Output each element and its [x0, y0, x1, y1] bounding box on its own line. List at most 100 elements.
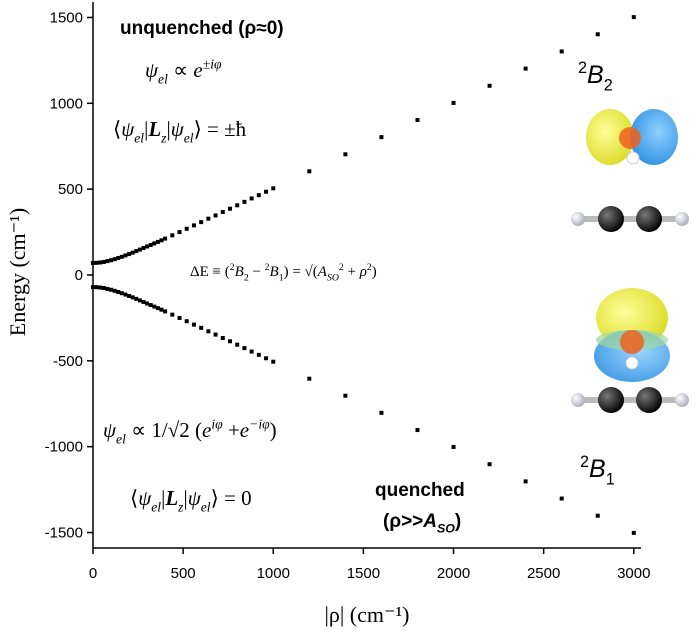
annotation-part: 2 [578, 59, 587, 77]
data-point [145, 244, 150, 249]
data-point [249, 349, 254, 354]
annotation: unquenched (ρ≈0) [120, 18, 284, 39]
annotation-part: 2 [339, 262, 344, 273]
annotation-part: | [144, 117, 148, 141]
annotation-part: el [158, 71, 168, 86]
annotation-part: e [193, 58, 202, 82]
data-point [451, 100, 456, 105]
data-point [451, 445, 456, 450]
data-point [379, 410, 384, 415]
annotation-part: ) [270, 418, 277, 442]
annotation-part: 1 [279, 273, 284, 284]
data-point [101, 286, 106, 291]
data-point [228, 339, 232, 344]
data-point [123, 253, 128, 258]
annotation: (ρ>>ASO) [383, 511, 461, 536]
annotation-part: B [587, 61, 604, 89]
annotation-part: B [235, 264, 244, 280]
data-point [163, 236, 168, 241]
annotation-part: ) [372, 264, 377, 280]
annotation: ⟨ψel|Lz|ψel⟩ = ±ħ [113, 117, 247, 145]
y-tick-label: 0 [75, 267, 83, 284]
data-point [155, 239, 160, 244]
data-point [130, 295, 135, 300]
data-point [228, 206, 232, 211]
annotation-part: + [223, 418, 240, 442]
annotation: ψel ∝ 1/√2 (eiφ +e−iφ) [103, 417, 277, 447]
data-point [184, 226, 189, 231]
data-point [523, 66, 528, 71]
annotation-part: el [116, 431, 126, 446]
annotation-part: B [270, 264, 279, 280]
annotation-part: unquenched (ρ≈0) [120, 18, 284, 39]
data-point [307, 376, 312, 381]
y-tick-label: -1500 [45, 525, 83, 542]
data-point [141, 299, 146, 304]
data-point [170, 233, 175, 238]
data-point [91, 260, 95, 265]
data-point [109, 258, 114, 263]
data-point [271, 186, 276, 191]
x-tick-label: 1500 [347, 565, 380, 582]
data-point [379, 135, 384, 140]
data-point [343, 152, 348, 157]
data-point [127, 293, 132, 298]
y-axis-label: Energy (cm⁻¹) [5, 208, 30, 336]
y-tick-label: -500 [53, 353, 83, 370]
data-point [191, 322, 196, 327]
annotation-part: | [166, 117, 170, 141]
data-point [264, 189, 269, 194]
data-point [235, 342, 240, 347]
data-point [184, 319, 189, 324]
data-point [559, 49, 564, 54]
data-point [141, 246, 146, 251]
data-point [631, 15, 636, 20]
annotation-part: ψ [171, 117, 185, 141]
annotation-part: 2 [367, 262, 372, 273]
annotation-part: A [317, 264, 328, 280]
data-point [213, 332, 218, 337]
annotation-part: ∝ [168, 58, 194, 82]
data-point [123, 292, 128, 297]
data-point [152, 304, 157, 309]
data-point [94, 285, 99, 290]
annotation-part: B [589, 455, 606, 483]
orbital-b2 [586, 109, 678, 165]
annotation-part: el [151, 499, 161, 514]
annotation-part: ⟨ [113, 117, 121, 141]
annotation-part: 2 [265, 262, 270, 273]
data-point [631, 530, 636, 535]
data-point [159, 307, 164, 312]
data-point [137, 247, 142, 252]
annotation-part: quenched [375, 480, 465, 501]
annotation-part: SO [327, 273, 339, 284]
annotation: quenched [375, 480, 465, 501]
data-point [595, 32, 600, 37]
annotation: 2B1 [580, 453, 615, 489]
annotation-part: z [177, 499, 184, 514]
data-point [155, 306, 160, 311]
annotation-part: ψ [145, 58, 159, 82]
annotation-part: −iφ [249, 417, 270, 432]
annotation-part: ψ [188, 486, 202, 510]
x-axis-label: |ρ| (cm⁻¹) [324, 602, 409, 627]
data-point [163, 309, 168, 314]
annotation-part: | [161, 486, 165, 510]
annotation-part: ρ [359, 264, 367, 280]
annotation-part: + [344, 264, 360, 280]
data-point [145, 301, 150, 306]
molecule-2 [571, 387, 689, 413]
annotation-part: ∝ 1/√2 ( [126, 418, 202, 442]
annotation: ψel ∝ e±iφ [145, 57, 222, 87]
data-point [242, 199, 247, 204]
data-point [134, 249, 139, 254]
data-point [415, 428, 420, 433]
data-point [148, 303, 153, 308]
data-point [112, 257, 117, 262]
data-point [177, 230, 182, 235]
x-tick-label: 2500 [527, 565, 560, 582]
y-tick-label: 1500 [50, 9, 83, 26]
data-point [152, 241, 157, 246]
annotation-part: el [201, 499, 211, 514]
